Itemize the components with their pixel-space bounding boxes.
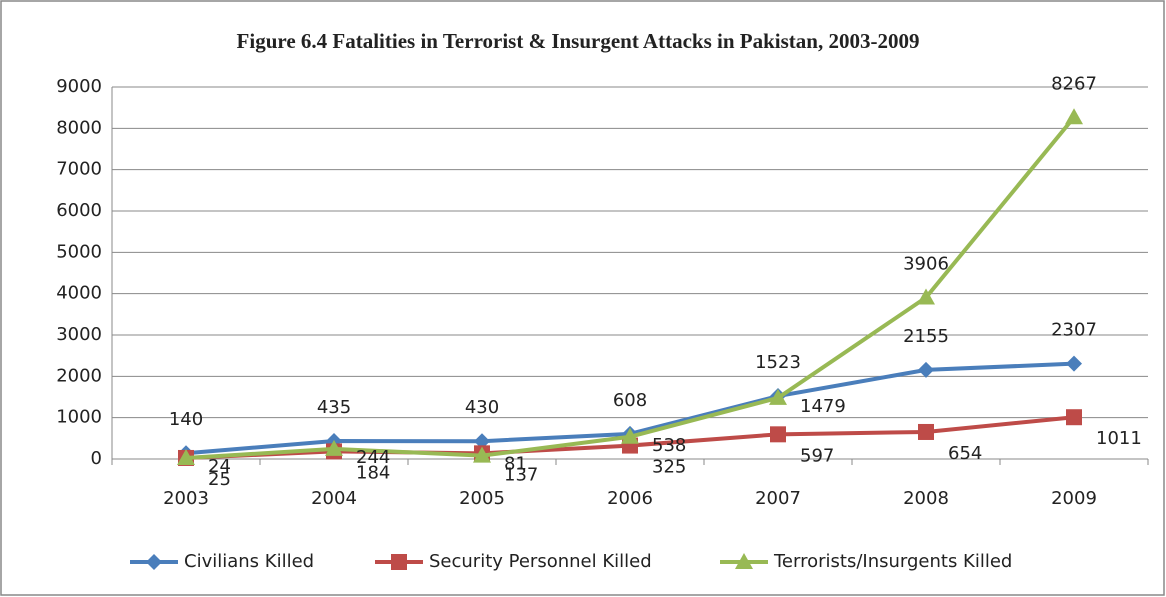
legend-marker [391, 554, 407, 570]
data-point [1066, 409, 1082, 426]
data-point [917, 288, 935, 305]
chart-title: Figure 6.4 Fatalities in Terrorist & Ins… [237, 29, 920, 53]
x-tick-label: 2006 [607, 488, 653, 509]
data-label: 1523 [755, 352, 801, 373]
data-label: 244 [356, 447, 390, 468]
data-point [1066, 355, 1082, 372]
legend-marker [146, 554, 162, 570]
data-label: 2307 [1051, 320, 1097, 341]
data-label: 538 [652, 435, 686, 456]
legend-label: Terrorists/Insurgents Killed [773, 551, 1012, 572]
legend-marker [735, 553, 753, 569]
x-tick-label: 2004 [311, 488, 357, 509]
data-label: 430 [465, 397, 499, 418]
y-tick-label: 5000 [56, 241, 102, 262]
data-point [770, 426, 786, 443]
x-tick-label: 2009 [1051, 488, 1097, 509]
y-tick-label: 9000 [56, 76, 102, 97]
data-label: 24 [208, 456, 231, 477]
data-label: 81 [504, 454, 527, 475]
data-label: 1011 [1096, 428, 1142, 449]
x-tick-label: 2008 [903, 488, 949, 509]
data-label: 597 [800, 445, 834, 466]
data-label: 2155 [903, 326, 949, 347]
data-label: 654 [948, 443, 982, 464]
data-point [177, 449, 195, 466]
data-label: 8267 [1051, 73, 1097, 94]
data-label: 137 [504, 464, 538, 485]
data-label: 435 [317, 397, 351, 418]
data-label: 325 [652, 457, 686, 478]
y-tick-label: 7000 [56, 159, 102, 180]
y-tick-label: 0 [91, 448, 102, 469]
data-label: 1479 [800, 396, 846, 417]
data-label: 184 [356, 462, 390, 483]
y-tick-label: 8000 [56, 117, 102, 138]
legend-label: Security Personnel Killed [429, 551, 652, 572]
y-tick-label: 2000 [56, 365, 102, 386]
data-point [918, 423, 934, 440]
y-tick-label: 4000 [56, 283, 102, 304]
data-label: 608 [613, 390, 647, 411]
data-point [1065, 108, 1083, 125]
data-point [769, 388, 787, 405]
y-tick-label: 3000 [56, 324, 102, 345]
x-tick-label: 2007 [755, 488, 801, 509]
data-point [473, 446, 491, 463]
x-tick-label: 2003 [163, 488, 209, 509]
data-label: 3906 [903, 254, 949, 275]
data-label: 140 [169, 409, 203, 430]
data-point [325, 439, 343, 456]
data-point [474, 433, 490, 450]
legend-label: Civilians Killed [184, 551, 314, 572]
data-point [918, 361, 934, 378]
y-tick-label: 1000 [56, 407, 102, 428]
data-point [621, 427, 639, 444]
data-label: 25 [208, 469, 231, 490]
y-tick-label: 6000 [56, 200, 102, 221]
x-tick-label: 2005 [459, 488, 505, 509]
